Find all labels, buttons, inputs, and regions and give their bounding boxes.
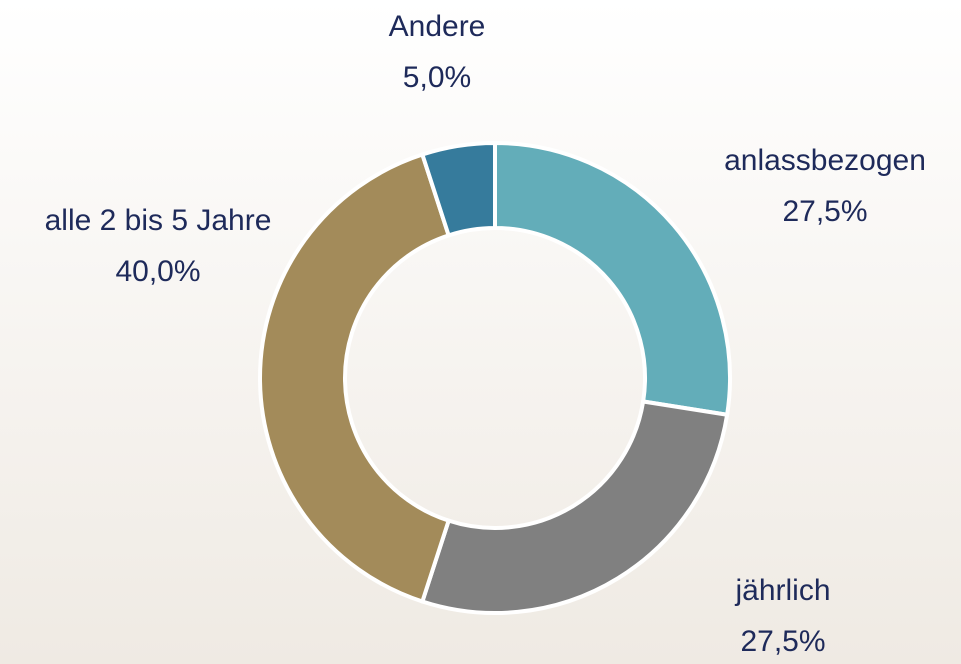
value-label: 27,5% (740, 625, 825, 658)
value-label: 40,0% (115, 255, 200, 288)
value-label: 27,5% (782, 195, 867, 228)
value-label: 5,0% (403, 61, 471, 94)
donut-segment (493, 140, 732, 418)
category-label: Andere (389, 10, 486, 43)
donut-segment (258, 151, 452, 605)
category-label: alle 2 bis 5 Jahre (45, 204, 272, 237)
donut-segment (419, 399, 730, 615)
category-label: jährlich (734, 574, 830, 607)
donut-segment (419, 140, 497, 238)
category-label: anlassbezogen (724, 144, 926, 177)
